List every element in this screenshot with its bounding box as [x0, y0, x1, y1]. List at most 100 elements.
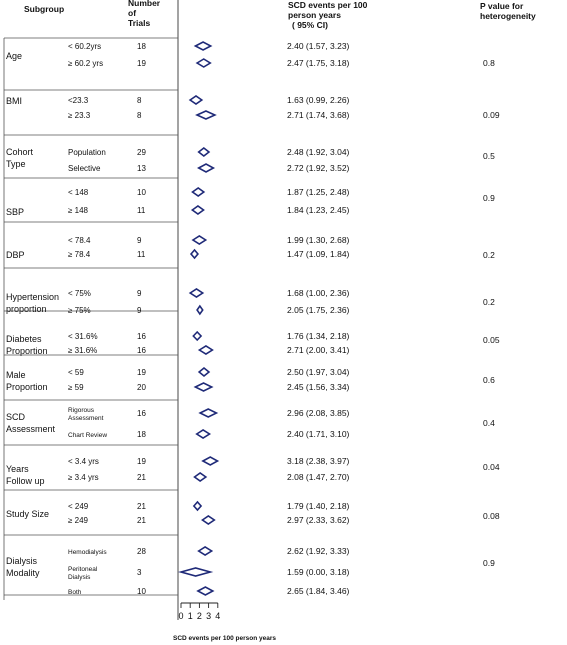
- effect-diamond: [191, 235, 208, 245]
- category-label: < 3.4 yrs: [68, 457, 99, 466]
- subgroup-block: SBP 0.9 < 148 10 1.87 (1.25, 2.48) ≥ 148 11 1.8…: [4, 187, 495, 223]
- x-axis: 0 1 2 3 4 SCD events per 100 person years: [173, 602, 276, 642]
- category-label: ≥ 75%: [68, 306, 91, 315]
- effect-diamond: [193, 41, 213, 51]
- subgroup-label: Assessment: [6, 424, 56, 434]
- trial-count: 8: [137, 96, 142, 105]
- trial-count: 19: [137, 368, 146, 377]
- table-row: < 148 10 1.87 (1.25, 2.48): [68, 187, 350, 197]
- trial-count: 10: [137, 587, 146, 596]
- effect-diamond: [196, 163, 216, 173]
- table-row: ≥ 78.4 11 1.47 (1.09, 1.84): [68, 248, 350, 260]
- subgroup-label: Modality: [6, 568, 40, 578]
- estimate-ci-text: 2.40 (1.57, 3.23): [287, 41, 350, 51]
- estimate-header-line2: person years: [288, 10, 341, 20]
- trial-count: 19: [137, 59, 146, 68]
- table-row: ≥ 23.3 8 2.71 (1.74, 3.68): [68, 110, 350, 120]
- p-value: 0.9: [483, 193, 495, 203]
- estimate-ci-text: 2.62 (1.92, 3.33): [287, 546, 350, 556]
- subgroup-label: Proportion: [6, 346, 48, 356]
- table-row: < 78.4 9 1.99 (1.30, 2.68): [68, 235, 350, 245]
- subgroup-block: Dialysis Modality 0.9 Hemodialysis 28 2.62 (1…: [4, 546, 495, 596]
- category-label: ≥ 60.2 yrs: [68, 59, 103, 68]
- category-label: < 148: [68, 188, 89, 197]
- subgroup-block: Study Size 0.08 < 249 21 1.79 (1.40, 2.18) ≥ …: [4, 500, 500, 536]
- table-row: ≥ 3.4 yrs 21 2.08 (1.47, 2.70): [68, 472, 350, 482]
- table-row: Hemodialysis 28 2.62 (1.92, 3.33): [68, 546, 350, 556]
- p-value: 0.09: [483, 110, 500, 120]
- category-label: < 59: [68, 368, 84, 377]
- estimate-ci-text: 2.48 (1.92, 3.04): [287, 147, 350, 157]
- effect-diamond: [198, 408, 219, 418]
- subgroup-label: Follow up: [6, 476, 45, 486]
- table-row: < 249 21 1.79 (1.40, 2.18): [68, 500, 350, 512]
- subgroup-label: Type: [6, 159, 26, 169]
- subgroup-block: DBP 0.2 < 78.4 9 1.99 (1.30, 2.68) ≥ 78.4 11 1.…: [4, 235, 495, 269]
- effect-diamond: [192, 500, 203, 512]
- table-row: Chart Review 18 2.40 (1.71, 3.10): [68, 429, 350, 439]
- estimate-ci-text: 1.68 (1.00, 2.36): [287, 288, 350, 298]
- category-label: Hemodialysis: [68, 549, 107, 556]
- estimate-ci-text: 3.18 (2.38, 3.97): [287, 456, 350, 466]
- subgroup-label: Diabetes: [6, 334, 42, 344]
- effect-diamond: [195, 110, 217, 120]
- subgroup-label: Dialysis: [6, 556, 38, 566]
- effect-diamond: [197, 345, 214, 355]
- subgroup-block: Diabetes Proportion 0.05 < 31.6% 16 1.76 (1.3…: [4, 330, 500, 356]
- effect-diamond: [195, 429, 212, 439]
- effect-diamond: [193, 382, 214, 392]
- estimate-ci-text: 1.76 (1.34, 2.18): [287, 331, 350, 341]
- trial-count: 16: [137, 346, 146, 355]
- effect-diamond: [189, 248, 199, 260]
- subgroup-block: BMI 0.09 <23.3 8 1.63 (0.99, 2.26) ≥ 23.3 8 2.7…: [4, 95, 500, 136]
- estimate-ci-text: 2.65 (1.84, 3.46): [287, 586, 350, 596]
- effect-diamond: [190, 205, 205, 215]
- trial-count: 16: [137, 409, 146, 418]
- effect-diamond: [193, 472, 208, 482]
- estimate-ci-text: 1.87 (1.25, 2.48): [287, 187, 350, 197]
- estimate-ci-text: 1.79 (1.40, 2.18): [287, 501, 350, 511]
- table-row: <23.3 8 1.63 (0.99, 2.26): [68, 95, 350, 105]
- category-label: Population: [68, 148, 106, 157]
- p-value: 0.9: [483, 558, 495, 568]
- table-row: Population 29 2.48 (1.92, 3.04): [68, 146, 350, 158]
- subgroup-block: Age 0.8 < 60.2yrs 18 2.40 (1.57, 3.23) ≥ 60.2…: [4, 41, 495, 91]
- pvalue-header-line1: P value for: [480, 1, 524, 11]
- category-label: ≥ 59: [68, 383, 84, 392]
- table-row: ≥ 75% 9 2.05 (1.75, 2.36): [68, 304, 350, 316]
- x-tick-label: 2: [197, 611, 202, 621]
- trial-count: 11: [137, 250, 146, 259]
- p-value: 0.6: [483, 375, 495, 385]
- estimate-ci-text: 2.97 (2.33, 3.62): [287, 515, 350, 525]
- trial-count: 9: [137, 306, 142, 315]
- trials-header-line1: Number: [128, 0, 161, 8]
- effect-diamond: [191, 187, 206, 197]
- effect-diamond: [201, 515, 216, 525]
- subgroup-label: SCD: [6, 412, 26, 422]
- table-row: ≥ 31.6% 16 2.71 (2.00, 3.41): [68, 345, 350, 355]
- x-tick-label: 1: [188, 611, 193, 621]
- p-value: 0.08: [483, 511, 500, 521]
- category-label: < 78.4: [68, 236, 91, 245]
- trials-header-line3: Trials: [128, 18, 150, 28]
- trial-count: 9: [137, 236, 142, 245]
- effect-diamond: [192, 330, 203, 342]
- p-value: 0.05: [483, 335, 500, 345]
- category-label: < 249: [68, 502, 89, 511]
- effect-diamond: [196, 586, 215, 596]
- effect-diamond: [188, 288, 205, 298]
- trial-count: 18: [137, 430, 146, 439]
- table-row: Selective 13 2.72 (1.92, 3.52): [68, 163, 350, 173]
- effect-diamond: [197, 146, 211, 158]
- subgroup-label: Years: [6, 464, 29, 474]
- p-value: 0.2: [483, 250, 495, 260]
- subgroup-label: DBP: [6, 250, 25, 260]
- trial-count: 8: [137, 111, 142, 120]
- category-label: ≥ 78.4: [68, 250, 91, 259]
- category-label: < 75%: [68, 289, 91, 298]
- p-value: 0.2: [483, 297, 495, 307]
- trial-count: 9: [137, 289, 142, 298]
- category-label: Dialysis: [68, 574, 91, 581]
